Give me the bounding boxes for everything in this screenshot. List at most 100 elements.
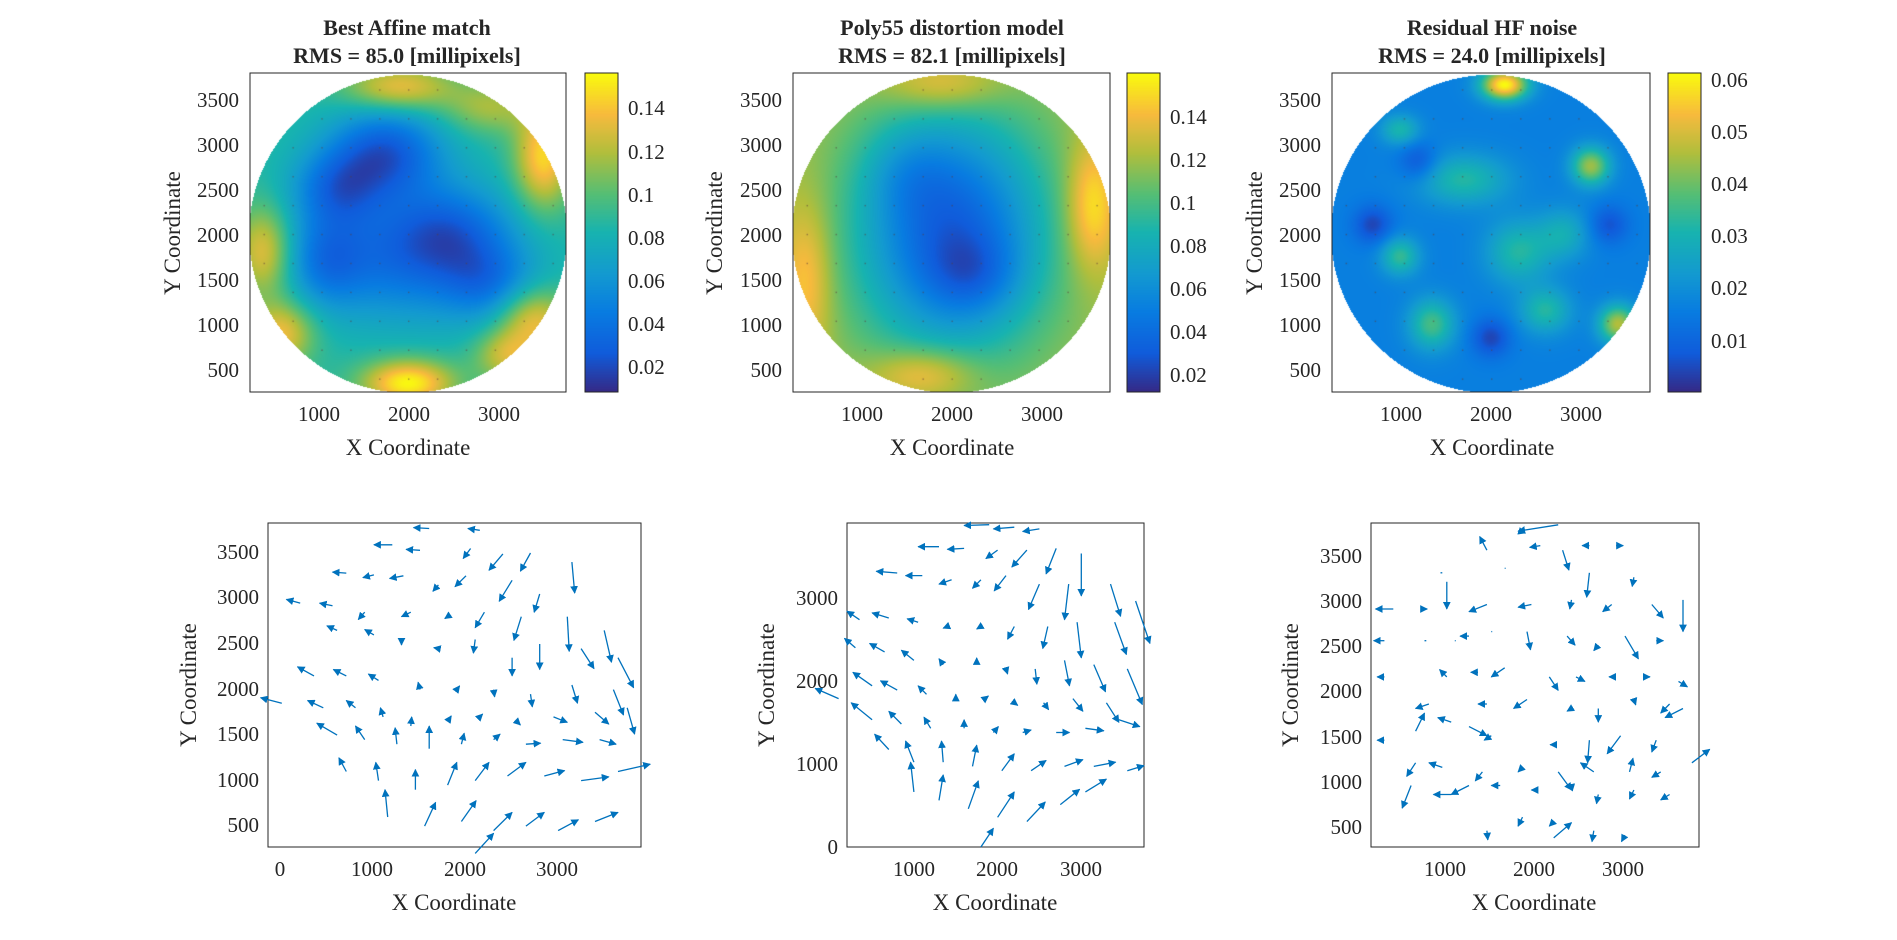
quiver-arrow <box>1085 778 1108 793</box>
quiver-arrow <box>1001 666 1010 675</box>
quiver-arrow <box>357 611 366 621</box>
colorbar-tick-label: 0.04 <box>628 312 665 336</box>
quiver-arrow <box>1575 674 1586 682</box>
quiver-arrow <box>1126 668 1144 706</box>
quiver-arrow <box>581 773 610 782</box>
colorbar-tick-label: 0.05 <box>1711 120 1748 144</box>
quiver-arrow <box>938 740 946 763</box>
y-tick-label: 1000 <box>197 313 239 337</box>
panel-1-heatmap <box>250 73 566 392</box>
colorbar-tick-label: 0.14 <box>628 96 665 120</box>
heatmap-panel-2: Poly55 distortion model RMS = 82.1 [mill… <box>702 15 1207 460</box>
colorbar-tick-label: 0.04 <box>1711 172 1748 196</box>
quiver-arrow <box>1664 707 1684 719</box>
quiver-arrow <box>259 695 282 704</box>
x-tick-label: 2000 <box>1470 402 1512 426</box>
quiver-arrow <box>967 780 980 810</box>
y-tick-label: 3000 <box>217 585 259 609</box>
quiver-arrow <box>993 575 1007 592</box>
quiver-arrow <box>332 668 347 677</box>
colorbar-tick-label: 0.02 <box>628 355 665 379</box>
x-tick-label: 2000 <box>388 402 430 426</box>
x-tick-label: 1000 <box>298 402 340 426</box>
panel-2-subtitle: RMS = 82.1 [millipixels] <box>838 43 1066 68</box>
quiver-1-y-ticks: 3500 3000 2500 2000 1500 1000 500 <box>217 540 259 837</box>
quiver-arrow <box>997 791 1015 818</box>
quiver-arrow <box>424 801 437 827</box>
quiver-arrow <box>1525 631 1533 651</box>
quiver-arrow <box>888 710 902 725</box>
panel-1-colorbar-ticks: 0.14 0.12 0.1 0.08 0.06 0.04 0.02 <box>628 96 665 379</box>
panel-1-x-axis-label: X Coordinate <box>346 435 471 460</box>
y-tick-label: 3000 <box>796 586 838 610</box>
quiver-arrow <box>1040 626 1049 650</box>
y-tick-label: 2500 <box>740 178 782 202</box>
quiver-arrow <box>1512 698 1528 710</box>
quiver-arrow <box>416 681 424 691</box>
quiver-3-y-ticks: 3500 3000 2500 2000 1500 1000 500 <box>1320 544 1362 839</box>
colorbar-tick-label: 0.02 <box>1170 363 1207 387</box>
quiver-arrow <box>1589 830 1597 843</box>
y-tick-label: 3000 <box>197 133 239 157</box>
quiver-arrow <box>1678 679 1689 688</box>
heatmap-panel-3: Residual HF noise RMS = 24.0 [millipixel… <box>1242 15 1748 460</box>
y-tick-label: 500 <box>751 358 783 382</box>
quiver-arrow <box>938 658 947 667</box>
quiver-arrow <box>1401 785 1412 809</box>
y-tick-label: 2000 <box>197 223 239 247</box>
colorbar-tick-label: 0.06 <box>1711 68 1748 92</box>
quiver-arrow <box>474 713 484 722</box>
quiver-arrow <box>1548 676 1559 692</box>
quiver-arrow <box>1415 712 1426 732</box>
quiver-arrow <box>378 707 387 718</box>
quiver-arrow <box>917 685 927 695</box>
quiver-arrow <box>381 788 390 818</box>
quiver-arrow <box>1567 783 1576 792</box>
quiver-arrow <box>444 715 452 724</box>
panel-1-axes-frame <box>249 72 567 393</box>
quiver-arrow <box>942 621 952 630</box>
quiver-arrow <box>1406 762 1417 778</box>
panel-3-x-axis-label: X Coordinate <box>1430 435 1555 460</box>
quiver-arrow <box>1437 716 1452 724</box>
y-tick-label: 3000 <box>1279 133 1321 157</box>
quiver-arrow <box>1594 794 1602 805</box>
quiver-1-x-axis-label: X Coordinate <box>392 890 517 915</box>
quiver-arrow <box>1548 818 1557 827</box>
quiver-arrow <box>1041 701 1050 711</box>
quiver-arrow <box>580 648 595 670</box>
quiver-arrow <box>1474 771 1483 782</box>
quiver-panel-1: 3500 3000 2500 2000 1500 1000 500 0 1000… <box>176 522 651 915</box>
y-tick-label: 2000 <box>1279 223 1321 247</box>
quiver-2-y-ticks: 3000 2000 1000 0 <box>796 586 838 859</box>
quiver-arrow <box>1517 524 1559 534</box>
quiver-arrow <box>1468 603 1488 613</box>
panel-3-colorbar-frame <box>1667 72 1702 393</box>
x-tick-label: 1000 <box>1380 402 1422 426</box>
quiver-arrow <box>1517 816 1525 827</box>
quiver-arrow <box>512 717 521 726</box>
quiver-arrow <box>900 649 915 661</box>
quiver-arrow <box>474 761 490 781</box>
panel-1-y-axis-label: Y Coordinate <box>160 171 185 295</box>
colorbar-tick-label: 0.06 <box>628 269 665 293</box>
quiver-arrow <box>1428 761 1443 769</box>
quiver-arrow <box>1001 753 1015 772</box>
quiver-arrow <box>875 567 898 576</box>
quiver-arrow <box>976 622 985 630</box>
quiver-arrow <box>971 744 980 767</box>
quiver-arrow <box>1517 527 1526 535</box>
quiver-2-x-ticks: 1000 2000 3000 <box>893 857 1102 881</box>
quiver-arrow <box>564 616 573 653</box>
quiver-arrow <box>612 689 625 716</box>
quiver-arrow <box>1468 726 1488 737</box>
y-tick-label: 3500 <box>217 540 259 564</box>
quiver-arrow <box>946 545 965 553</box>
panel-3-axes-frame <box>1331 72 1651 393</box>
quiver-arrow <box>1660 703 1671 714</box>
quiver-arrow <box>454 575 467 588</box>
quiver-arrow <box>400 610 412 618</box>
quiver-arrow <box>1064 758 1084 768</box>
quiver-arrow <box>990 726 999 735</box>
